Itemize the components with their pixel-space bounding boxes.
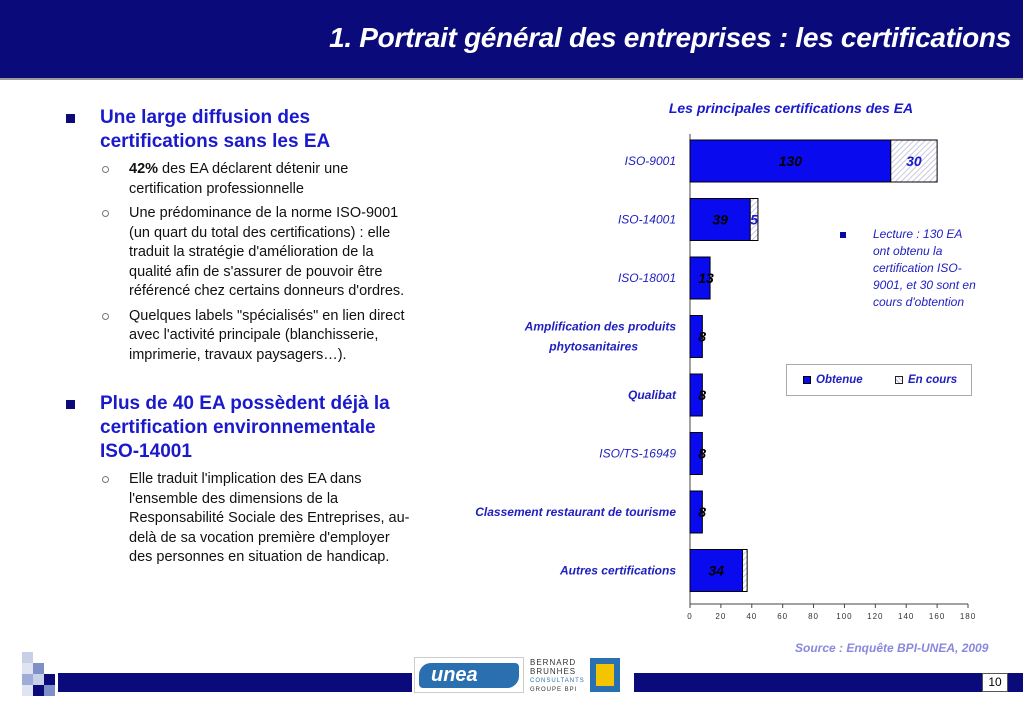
category-label: ISO-18001	[618, 271, 676, 285]
sub-bullet: 42% des EA déclarent détenir une certifi…	[62, 160, 412, 199]
data-label-en-cours: 30	[906, 153, 922, 169]
legend-item-en-cours: En cours	[895, 374, 957, 386]
legend-swatch-hatched	[895, 375, 903, 384]
square-bullet-icon	[66, 114, 75, 123]
data-label-obtenue: 8	[698, 387, 706, 403]
square-bullet-icon	[66, 400, 75, 409]
left-text-column: Une large diffusion des certifications s…	[62, 106, 412, 573]
slide-title: 1. Portrait général des entreprises : le…	[329, 22, 1011, 53]
circle-bullet-icon	[102, 210, 109, 217]
legend-item-obtenue: Obtenue	[803, 374, 863, 386]
sub-bullet: Quelques labels "spécialisés" en lien di…	[62, 307, 412, 366]
data-label-obtenue: 34	[708, 563, 724, 579]
footer-band-right	[634, 673, 1023, 692]
category-label: Classement restaurant de tourisme	[475, 505, 676, 519]
category-label: ISO/TS-16949	[599, 447, 676, 461]
x-tick-label: 40	[746, 612, 757, 621]
reading-note: Lecture : 130 EA ont obtenu la certifica…	[840, 226, 980, 311]
bar-obtenue	[689, 256, 711, 300]
page-number: 10	[982, 673, 1008, 692]
category-label: Autres certifications	[559, 564, 676, 578]
x-tick-label: 80	[808, 612, 819, 621]
x-tick-label: 120	[867, 612, 883, 621]
x-tick-label: 100	[836, 612, 852, 621]
section-heading-2: Plus de 40 EA possèdent déjà la certific…	[62, 392, 412, 464]
x-tick-label: 180	[960, 612, 976, 621]
sub-bullet: Elle traduit l'implication des EA dans l…	[62, 470, 412, 568]
chart-title: Les principales certifications des EA	[668, 100, 914, 116]
x-tick-label: 160	[929, 612, 945, 621]
data-label-en-cours: 5	[750, 212, 758, 228]
bar-obtenue	[689, 315, 703, 358]
x-tick-label: 20	[715, 612, 726, 621]
footer-band-left	[58, 673, 412, 692]
x-tick-label: 140	[898, 612, 914, 621]
x-tick-label: 0	[687, 612, 692, 621]
x-tick-label: 60	[777, 612, 788, 621]
circle-bullet-icon	[102, 166, 109, 173]
section-heading-1: Une large diffusion des certifications s…	[62, 106, 412, 154]
bar-obtenue	[689, 432, 703, 475]
data-label-obtenue: 8	[698, 504, 706, 520]
data-label-obtenue: 13	[698, 270, 714, 286]
certifications-bar-chart: 0 20 40 60 80 100 120 140 160 180 ISO-9001 130 30 ISO…	[475, 134, 976, 621]
data-label-obtenue: 8	[698, 446, 706, 462]
data-label-obtenue: 130	[779, 153, 803, 169]
bar-obtenue	[689, 490, 703, 534]
data-label-obtenue: 39	[712, 212, 728, 228]
chart-legend: Obtenue En cours	[786, 364, 972, 396]
source-note: Source : Enquête BPI-UNEA, 2009	[795, 641, 989, 655]
category-label: Amplification des produits phytosanitaire…	[524, 320, 677, 354]
category-label: ISO-14001	[618, 213, 676, 227]
square-bullet-icon	[840, 232, 846, 238]
unea-logo: unea	[414, 657, 524, 693]
bar-en-cours	[749, 198, 759, 241]
data-label-obtenue: 8	[698, 329, 706, 345]
bar-en-cours	[890, 139, 938, 183]
circle-bullet-icon	[102, 476, 109, 483]
bar-en-cours	[742, 549, 748, 592]
sub-bullet: Une prédominance de la norme ISO-9001 (u…	[62, 204, 412, 302]
category-label: ISO-9001	[625, 154, 676, 168]
category-label: Qualibat	[628, 388, 677, 402]
slide-header: 1. Portrait général des entreprises : le…	[0, 0, 1023, 80]
bernard-brunhes-logo: BERNARD BRUNHES CONSULTANTS GROUPE BPI	[526, 656, 626, 696]
legend-swatch-solid	[803, 375, 811, 384]
bar-obtenue	[689, 373, 703, 417]
circle-bullet-icon	[102, 312, 109, 320]
bar-obtenue	[689, 198, 751, 241]
bar-obtenue	[689, 549, 744, 592]
bar-obtenue	[689, 139, 892, 183]
